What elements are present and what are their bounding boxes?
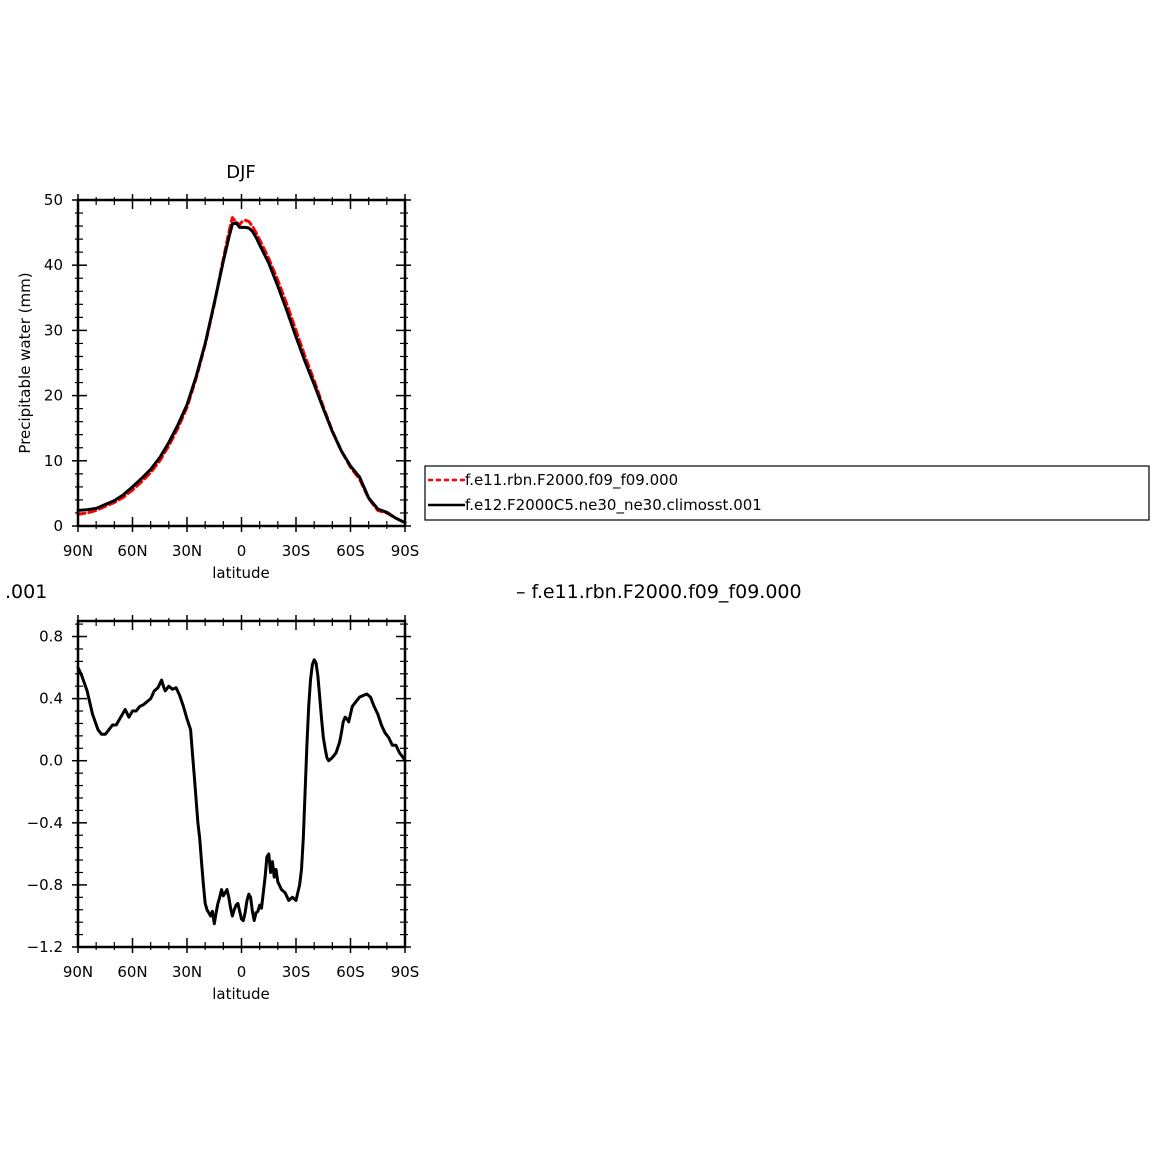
legend: f.e11.rbn.F2000.f09_f09.000 f.e12.F2000C… [424, 465, 1150, 521]
top-series-line-1 [76, 216, 407, 525]
y-tick-label: 20 [44, 387, 63, 405]
bottom-panel-ticks [72, 615, 411, 953]
x-tick-label: 90S [391, 963, 420, 981]
legend-label-series-1: f.e11.rbn.F2000.f09_f09.000 [465, 471, 678, 490]
x-tick-label: 60N [117, 542, 147, 560]
y-tick-label: 40 [44, 256, 63, 274]
bottom-panel: 90N 60N 30N 0 30S 60S 90S 0.8 0.4 0.0 −0.4 −0.8 −1.2… [1, 615, 420, 1003]
top-panel-series [76, 216, 407, 525]
x-tick-label: 0 [237, 963, 247, 981]
bottom-panel-xlabel: latitude [212, 985, 270, 1003]
y-tick-label: −0.4 [27, 814, 63, 832]
y-tick-label: 50 [44, 191, 63, 209]
bottom-panel-tick-labels: 90N 60N 30N 0 30S 60S 90S 0.8 0.4 0.0 −0.4 −0.8 −1.2 [27, 628, 420, 981]
top-panel-ylabel: Precipitable water (mm) [16, 272, 34, 453]
fragment-left-text: .001 [5, 581, 47, 603]
bottom-panel-frame [76, 619, 407, 949]
x-tick-label: 30N [172, 963, 202, 981]
bottom-panel-ylabel: Precipitable water (mm) [1, 693, 19, 874]
top-panel-title: DJF [226, 162, 256, 183]
y-tick-label: 0 [53, 517, 63, 535]
x-tick-label: 0 [237, 542, 247, 560]
bottom-series-line-1 [76, 658, 407, 926]
top-series-line-2 [76, 221, 407, 525]
top-panel: DJF 90N 60N 30N 0 30S 60S 90S 0 10 20 30 40 50 latit… [16, 162, 419, 582]
x-tick-label: 60N [117, 963, 147, 981]
y-tick-label: 0.8 [39, 628, 63, 646]
legend-label-series-2: f.e12.F2000C5.ne30_ne30.climosst.001 [465, 496, 762, 515]
x-tick-label: 60S [336, 963, 365, 981]
y-tick-label: 30 [44, 321, 63, 339]
y-tick-label: 10 [44, 452, 63, 470]
y-tick-label: −0.8 [27, 876, 63, 894]
fragment-right-text: – f.e11.rbn.F2000.f09_f09.000 [516, 581, 802, 603]
top-panel-frame [76, 198, 407, 528]
y-tick-label: −1.2 [27, 938, 63, 956]
top-panel-tick-labels: 90N 60N 30N 0 30S 60S 90S 0 10 20 30 40 50 [44, 191, 419, 560]
y-tick-label: 0.0 [39, 752, 63, 770]
x-tick-label: 30N [172, 542, 202, 560]
bottom-panel-series [76, 658, 407, 926]
x-tick-label: 90N [63, 542, 93, 560]
x-tick-label: 90S [391, 542, 420, 560]
x-tick-label: 60S [336, 542, 365, 560]
x-tick-label: 30S [282, 963, 311, 981]
x-tick-label: 30S [282, 542, 311, 560]
x-tick-label: 90N [63, 963, 93, 981]
y-tick-label: 0.4 [39, 690, 63, 708]
legend-frame [424, 465, 1150, 521]
top-panel-xlabel: latitude [212, 564, 270, 582]
